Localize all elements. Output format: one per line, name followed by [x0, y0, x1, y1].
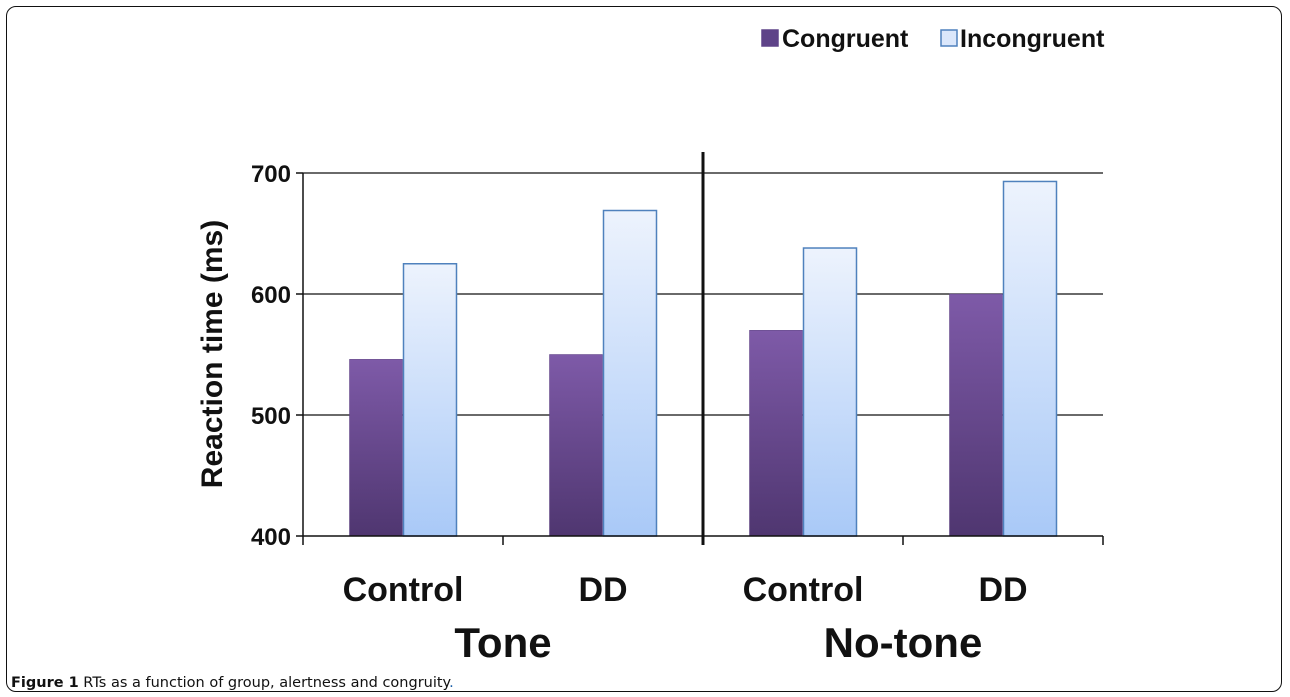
y-ticks: 400 500 600 700	[251, 161, 303, 551]
bar-congruent-4	[950, 294, 1003, 536]
group-labels: Tone No-tone	[454, 619, 982, 666]
y-tick-label: 500	[251, 403, 291, 430]
bar-incongruent-1	[404, 264, 457, 536]
bar-congruent-1	[350, 359, 403, 536]
figure-caption: Figure 1 RTs as a function of group, ale…	[11, 675, 454, 691]
caption-label: Figure 1	[11, 675, 79, 691]
legend-label-congruent: Congruent	[782, 25, 909, 53]
x-category-label: Control	[343, 571, 464, 609]
bar-congruent-2	[550, 355, 603, 537]
bar-incongruent-4	[1004, 181, 1057, 536]
x-category-label: Control	[743, 571, 864, 609]
group-label: Tone	[454, 619, 551, 666]
x-category-label: DD	[978, 571, 1027, 609]
caption-text: RTs as a function of group, alertness an…	[79, 675, 449, 691]
y-tick-label: 400	[251, 524, 291, 551]
legend-label-incongruent: Incongruent	[960, 25, 1105, 53]
bar-incongruent-2	[604, 211, 657, 536]
x-category-label: DD	[578, 571, 627, 609]
group-label: No-tone	[824, 619, 983, 666]
y-tick-label: 600	[251, 282, 291, 309]
bar-congruent-3	[750, 330, 803, 536]
y-tick-label: 700	[251, 161, 291, 188]
legend-swatch-incongruent	[941, 30, 957, 46]
y-axis-title: Reaction time (ms)	[196, 220, 229, 488]
legend-swatch-congruent	[762, 30, 778, 46]
caption-period: .	[449, 675, 454, 691]
x-category-labels: Control DD Control DD	[343, 571, 1028, 609]
bar-incongruent-3	[804, 248, 857, 536]
legend: Congruent Incongruent	[762, 25, 1105, 53]
